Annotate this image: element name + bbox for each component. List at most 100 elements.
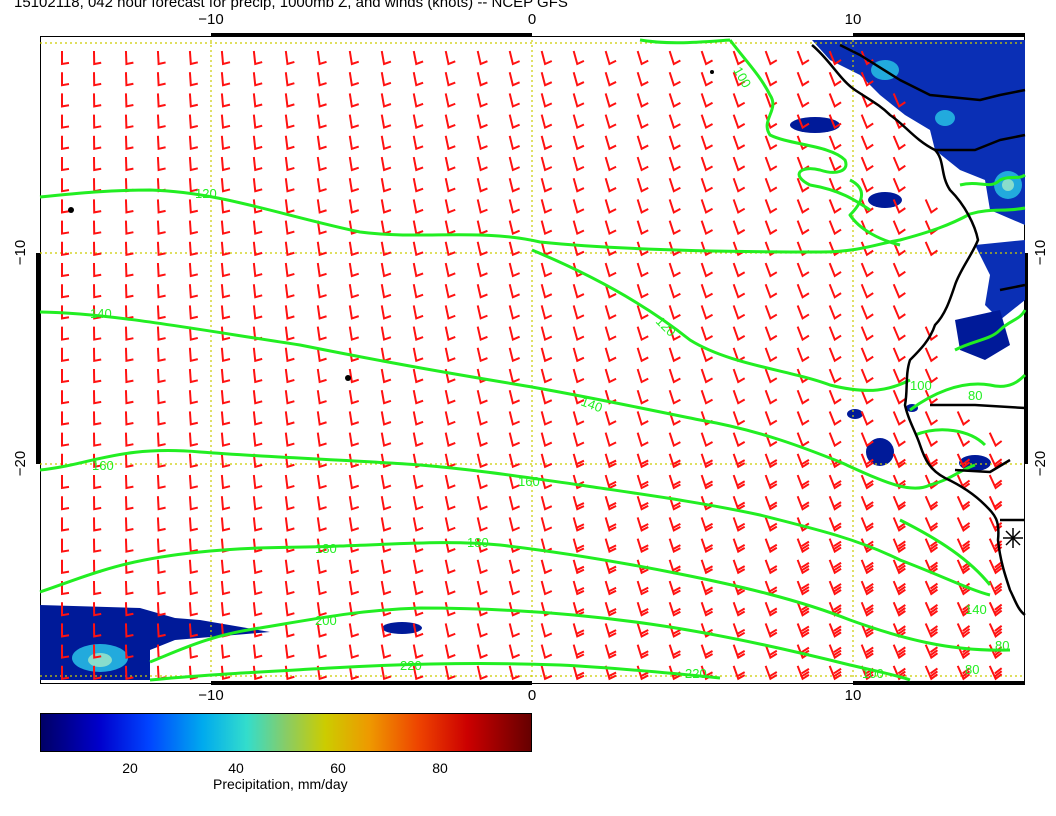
wind-barb: [156, 517, 166, 532]
wind-barb: [476, 623, 488, 638]
wind-barb: [764, 389, 778, 405]
wind-barb: [860, 156, 874, 172]
wind-barb: [700, 220, 714, 236]
precip-area: [382, 622, 422, 634]
wind-barb: [188, 156, 199, 172]
wind-barb: [892, 601, 906, 617]
wind-barb: [540, 156, 553, 172]
wind-barb: [188, 580, 199, 596]
wind-barb: [316, 347, 327, 363]
wind-barb: [412, 432, 424, 447]
wind-barb: [636, 389, 649, 405]
wind-barb: [220, 580, 231, 596]
wind-barb: [828, 368, 842, 384]
wind-barb: [444, 623, 456, 638]
wind-barb: [924, 517, 939, 532]
wind-barb: [61, 581, 70, 596]
wind-barb: [668, 305, 681, 320]
wind-barb: [252, 368, 263, 384]
wind-barb: [636, 135, 649, 151]
wind-barb: [700, 114, 714, 130]
wind-barb: [348, 623, 360, 638]
wind-barb: [252, 559, 263, 575]
wind-barb: [604, 71, 617, 87]
wind-barb: [732, 220, 746, 236]
wind-barb: [412, 644, 424, 659]
wind-barb: [412, 284, 424, 299]
wind-barb: [508, 665, 520, 681]
wind-barb: [412, 156, 424, 172]
wind-barb: [220, 347, 231, 363]
wind-barb: [572, 559, 585, 575]
wind-barb: [892, 177, 906, 193]
wind-barb: [348, 411, 360, 426]
wind-barb: [796, 453, 810, 469]
wind-barb: [476, 602, 488, 617]
wind-barb: [380, 178, 392, 193]
wind-barb: [604, 114, 617, 130]
wind-barb: [668, 220, 681, 236]
wind-barb: [220, 390, 231, 405]
wind-barb: [348, 496, 360, 511]
wind-barb: [348, 432, 360, 447]
wind-barb: [252, 72, 263, 87]
wind-barb: [284, 538, 295, 553]
wind-barb: [156, 199, 166, 214]
wind-barb: [508, 71, 520, 87]
wind-barb: [284, 517, 295, 532]
wind-barb: [444, 220, 456, 235]
precip-area: [40, 605, 270, 680]
wind-barb: [348, 241, 360, 257]
wind-barb: [348, 538, 360, 553]
wind-barb: [732, 517, 746, 532]
wind-barb: [636, 644, 649, 660]
wind-barb: [156, 390, 166, 405]
wind-barb: [988, 601, 1003, 617]
x-tick-top-0: 0: [527, 11, 537, 28]
wind-barb: [508, 389, 520, 405]
wind-barb: [284, 432, 295, 447]
wind-barb: [444, 411, 456, 426]
wind-barb: [700, 241, 714, 257]
wind-barb: [764, 495, 778, 511]
wind-barb: [700, 93, 714, 108]
wind-barb: [380, 262, 392, 278]
wind-barb: [668, 538, 681, 554]
wind-barb: [572, 71, 585, 87]
wind-barb: [156, 453, 166, 469]
wind-barb: [92, 347, 102, 362]
contour-label: 80: [965, 662, 979, 677]
border-path: [839, 43, 1026, 102]
wind-barb: [828, 220, 842, 236]
wind-barb: [316, 602, 327, 617]
wind-barb: [348, 72, 360, 87]
wind-barb: [92, 368, 102, 384]
wind-barb: [476, 305, 488, 320]
wind-barb: [828, 93, 842, 108]
axis-bar-top: [211, 33, 532, 37]
wind-barb: [348, 305, 360, 320]
wind-barb: [476, 326, 488, 341]
wind-barb: [700, 305, 714, 320]
wind-barb: [220, 559, 231, 575]
wind-barb: [156, 580, 166, 596]
wind-barb: [732, 601, 746, 617]
wind-barb: [604, 326, 617, 342]
wind-barb: [636, 283, 649, 299]
wind-barb: [412, 559, 424, 575]
wind-barb: [220, 453, 231, 469]
wind-barb: [220, 114, 231, 129]
wind-barb: [476, 390, 488, 405]
wind-barb: [61, 284, 70, 299]
wind-barb: [668, 50, 681, 66]
wind-barb: [348, 665, 360, 681]
wind-barb: [924, 623, 939, 638]
wind-barb: [156, 262, 166, 278]
wind-barb: [540, 71, 553, 87]
wind-barb: [220, 284, 231, 299]
wind-barb: [444, 114, 456, 129]
wind-barb: [476, 474, 488, 490]
wind-barb: [188, 262, 199, 278]
wind-barb: [284, 559, 295, 575]
contour-line: [39, 310, 976, 490]
